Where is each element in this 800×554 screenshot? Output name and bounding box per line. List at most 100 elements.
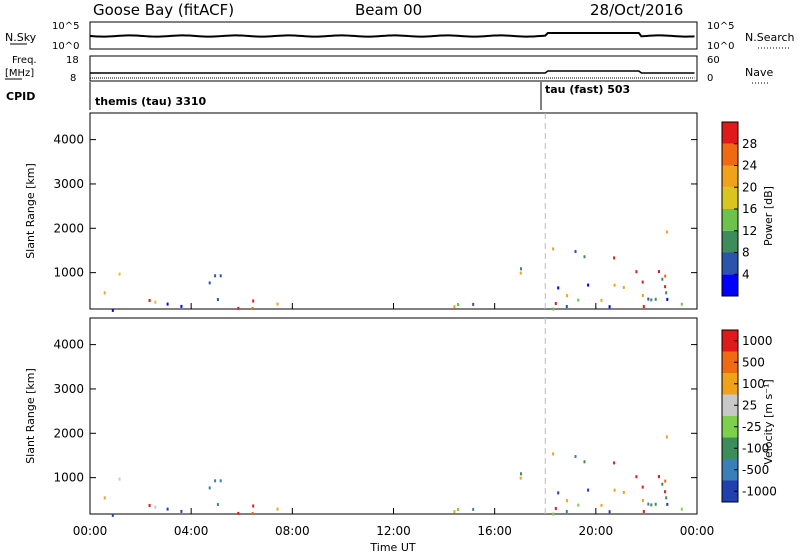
y-tick-label: 4000	[53, 133, 84, 147]
data-cell	[664, 274, 667, 278]
data-cell	[650, 298, 653, 302]
colorbar-tick-label: -1000	[742, 484, 777, 498]
data-cell	[654, 502, 657, 506]
nsky-tick-bottom: 10^0	[52, 41, 79, 52]
data-cell	[622, 286, 625, 289]
data-cell	[658, 475, 660, 479]
freq-panel: Freq. [MHz] 18 8 60 0 Nave	[5, 55, 773, 84]
data-cell	[608, 305, 611, 309]
data-cell	[641, 294, 644, 297]
cpid-row: CPID themis (tau) 3310 tau (fast) 503	[6, 82, 630, 110]
data-cell	[642, 305, 645, 308]
nsky-tick-top: 10^5	[52, 21, 79, 32]
freq-trace	[90, 70, 695, 74]
data-cell	[613, 461, 616, 465]
colorbar-swatch	[722, 274, 738, 296]
freq-tick-bottom: 8	[70, 73, 76, 84]
data-cell	[566, 499, 569, 503]
data-cell	[635, 475, 638, 479]
data-cell	[180, 509, 183, 513]
colorbar-tick-label: -500	[742, 463, 769, 477]
colorbar-frame	[721, 329, 739, 503]
power-colorbar-label: Power [dB]	[762, 186, 775, 246]
velocity-colorbar-label: Velocity [m s⁻¹]	[762, 379, 775, 464]
data-cell	[148, 504, 151, 507]
title-left: Goose Bay (fitACF)	[93, 1, 234, 19]
data-cell	[665, 435, 668, 439]
data-cell	[641, 485, 644, 489]
data-cell	[583, 255, 586, 259]
data-cell	[566, 294, 569, 298]
data-cell	[552, 307, 555, 311]
data-cell	[472, 302, 475, 306]
velocity-frame	[89, 317, 698, 515]
data-cell	[574, 250, 577, 253]
data-cell	[214, 479, 217, 483]
data-cell	[600, 503, 603, 507]
data-cell	[154, 300, 157, 304]
data-cell	[208, 281, 211, 285]
power-colorbar: 4 8 12 16 20 24 28 Power [dB]	[721, 121, 775, 297]
data-cell	[665, 496, 668, 500]
nsky-frame	[89, 21, 698, 50]
data-cell	[664, 479, 667, 483]
nsky-label: N.Sky	[5, 31, 37, 44]
velocity-panel: 1000 2000 3000 4000 00:00 04:00 08:00 12:00 16:…	[24, 303, 714, 554]
data-cell	[647, 502, 650, 506]
velocity-cells	[103, 435, 683, 517]
data-cell	[583, 460, 586, 464]
data-cell	[251, 512, 254, 515]
data-cell	[103, 291, 106, 295]
data-cell	[661, 482, 664, 486]
power-cells	[103, 230, 683, 312]
data-cell	[613, 488, 616, 492]
power-frame	[89, 112, 698, 310]
data-cell	[658, 270, 660, 274]
data-cell	[613, 283, 616, 287]
title-beam: Beam 00	[355, 1, 422, 19]
data-cell	[166, 507, 169, 511]
colorbar-swatch	[722, 187, 738, 209]
data-cell	[554, 302, 557, 305]
y-tick-label: 1000	[53, 471, 84, 485]
colorbar-swatch	[722, 230, 738, 253]
cpid-label: CPID	[6, 90, 35, 103]
data-cell	[613, 256, 616, 260]
data-cell	[641, 499, 644, 502]
data-cell	[650, 503, 653, 507]
data-cell	[574, 455, 577, 458]
data-cell	[457, 508, 459, 511]
y-tick-label: 3000	[53, 382, 84, 396]
velocity-y-axis: 1000 2000 3000 4000	[53, 338, 697, 485]
data-cell	[103, 496, 106, 500]
data-cell	[111, 513, 114, 517]
freq-label-1: Freq.	[12, 55, 37, 66]
data-cell	[111, 308, 114, 312]
data-cell	[666, 502, 669, 506]
x-tick-label: 04:00	[174, 524, 209, 538]
colorbar-tick-label: 28	[742, 137, 757, 151]
y-tick-label: 2000	[53, 426, 84, 440]
data-cell	[154, 505, 157, 509]
cpid-mode-2: tau (fast) 503	[545, 83, 630, 96]
data-cell	[664, 285, 667, 289]
data-cell	[219, 479, 222, 483]
data-cell	[552, 512, 555, 516]
data-cell	[276, 302, 279, 306]
title-date: 28/Oct/2016	[590, 1, 683, 19]
nave-tick-bottom: 0	[707, 73, 713, 84]
nsky-trace	[89, 32, 695, 38]
nsearch-label: N.Search	[745, 31, 795, 44]
cpid-mode-1: themis (tau) 3310	[95, 95, 207, 108]
colorbar-swatch	[722, 480, 738, 502]
colorbar-swatch	[722, 437, 738, 459]
colorbar-swatch	[722, 351, 738, 373]
data-cell	[577, 503, 580, 507]
data-cell	[557, 286, 560, 290]
colorbar-tick-label: 25	[742, 398, 757, 412]
data-cell	[664, 490, 667, 494]
velocity-xlabel: Time UT	[369, 541, 415, 554]
x-tick-label: 20:00	[579, 524, 614, 538]
colorbar-swatch	[722, 122, 738, 144]
